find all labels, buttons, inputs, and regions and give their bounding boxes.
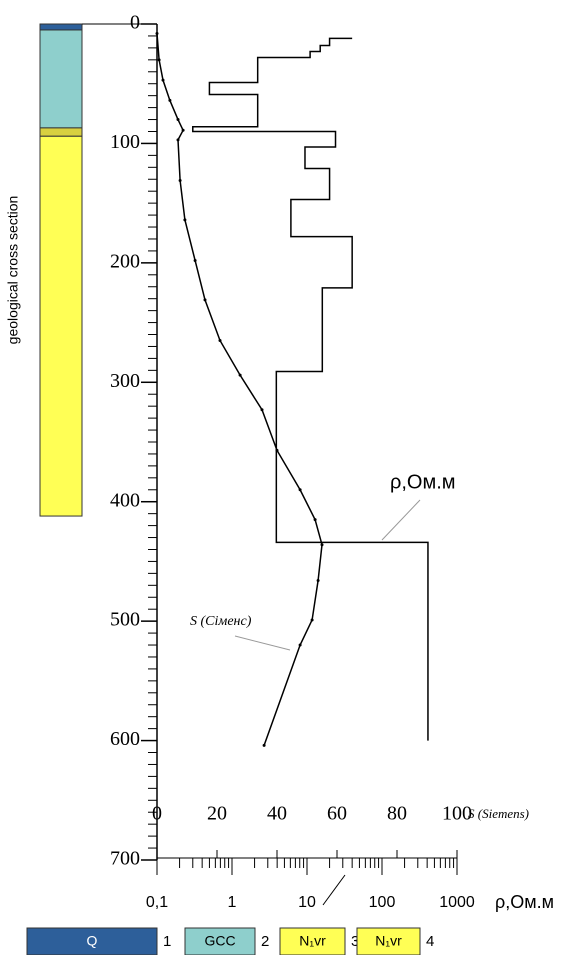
x-tick-label: 100 bbox=[442, 803, 472, 825]
x2-tick-label: 0,1 bbox=[146, 894, 168, 911]
series-point bbox=[313, 518, 317, 522]
y-tick-label: 600 bbox=[110, 728, 140, 750]
x2-tick-label: 1000 bbox=[439, 894, 475, 911]
x-tick-label: 60 bbox=[327, 803, 347, 825]
leader bbox=[322, 874, 346, 906]
y-tick-label: 200 bbox=[110, 250, 140, 272]
series-label: ρ,Ом.м bbox=[390, 471, 456, 493]
x-axis-label: S (Siemens) bbox=[468, 806, 529, 821]
y-tick-label: 100 bbox=[110, 131, 140, 153]
series-point bbox=[262, 743, 266, 747]
x-tick-label: 40 bbox=[267, 803, 287, 825]
series-point bbox=[238, 373, 242, 377]
legend-symbol: N₁vr bbox=[299, 933, 326, 949]
series-point bbox=[203, 298, 207, 302]
series-label: S (Сіменс) bbox=[190, 614, 252, 629]
series-point bbox=[176, 138, 180, 142]
series-point bbox=[176, 118, 180, 122]
series-point bbox=[183, 218, 187, 222]
legend-label: 4 bbox=[426, 933, 434, 950]
x2-tick-label: 100 bbox=[369, 894, 396, 911]
x-tick-label: 0 bbox=[152, 803, 162, 825]
series-point bbox=[298, 643, 302, 647]
geology-layer bbox=[39, 135, 83, 517]
series-line bbox=[192, 37, 429, 741]
series-point bbox=[218, 338, 222, 342]
legend-symbol: N₁vr bbox=[375, 933, 402, 949]
legend-swatch bbox=[356, 927, 421, 955]
x2-tick-label: 1 bbox=[228, 894, 237, 911]
series-point bbox=[310, 618, 314, 622]
series-point bbox=[316, 579, 320, 583]
geology-layer bbox=[39, 29, 83, 129]
series-point bbox=[260, 408, 264, 412]
series-point bbox=[161, 78, 165, 82]
x2-axis-label: ρ,Ом.м bbox=[495, 892, 554, 912]
geology-label: geological cross section bbox=[5, 196, 21, 345]
series-point bbox=[193, 258, 197, 262]
series-point bbox=[168, 98, 172, 102]
legend-swatch bbox=[279, 927, 346, 955]
legend-swatch bbox=[26, 927, 158, 955]
series-point bbox=[155, 32, 159, 36]
legend-swatch bbox=[184, 927, 256, 955]
series-point bbox=[178, 178, 182, 182]
y-tick-label: 700 bbox=[110, 848, 140, 870]
legend-symbol: GCC bbox=[204, 933, 235, 949]
geology-layer bbox=[39, 23, 83, 31]
x-tick-label: 20 bbox=[207, 803, 227, 825]
series-point bbox=[157, 58, 161, 62]
legend-label: 3 bbox=[351, 933, 359, 950]
series-point bbox=[298, 488, 302, 492]
series-line bbox=[156, 33, 323, 746]
series-point bbox=[181, 128, 185, 132]
series-point bbox=[320, 543, 324, 547]
geology-layer bbox=[39, 127, 83, 137]
legend-label: 2 bbox=[261, 933, 269, 950]
x2-tick-label: 10 bbox=[298, 894, 316, 911]
leader bbox=[381, 499, 421, 541]
leader bbox=[234, 635, 291, 651]
legend-label: 1 bbox=[163, 933, 171, 950]
x-tick-label: 80 bbox=[387, 803, 407, 825]
y-tick-label: 0 bbox=[130, 12, 140, 34]
legend-symbol: Q bbox=[87, 933, 98, 949]
y-tick-label: 500 bbox=[110, 609, 140, 631]
y-tick-label: 300 bbox=[110, 370, 140, 392]
y-tick-label: 400 bbox=[110, 489, 140, 511]
